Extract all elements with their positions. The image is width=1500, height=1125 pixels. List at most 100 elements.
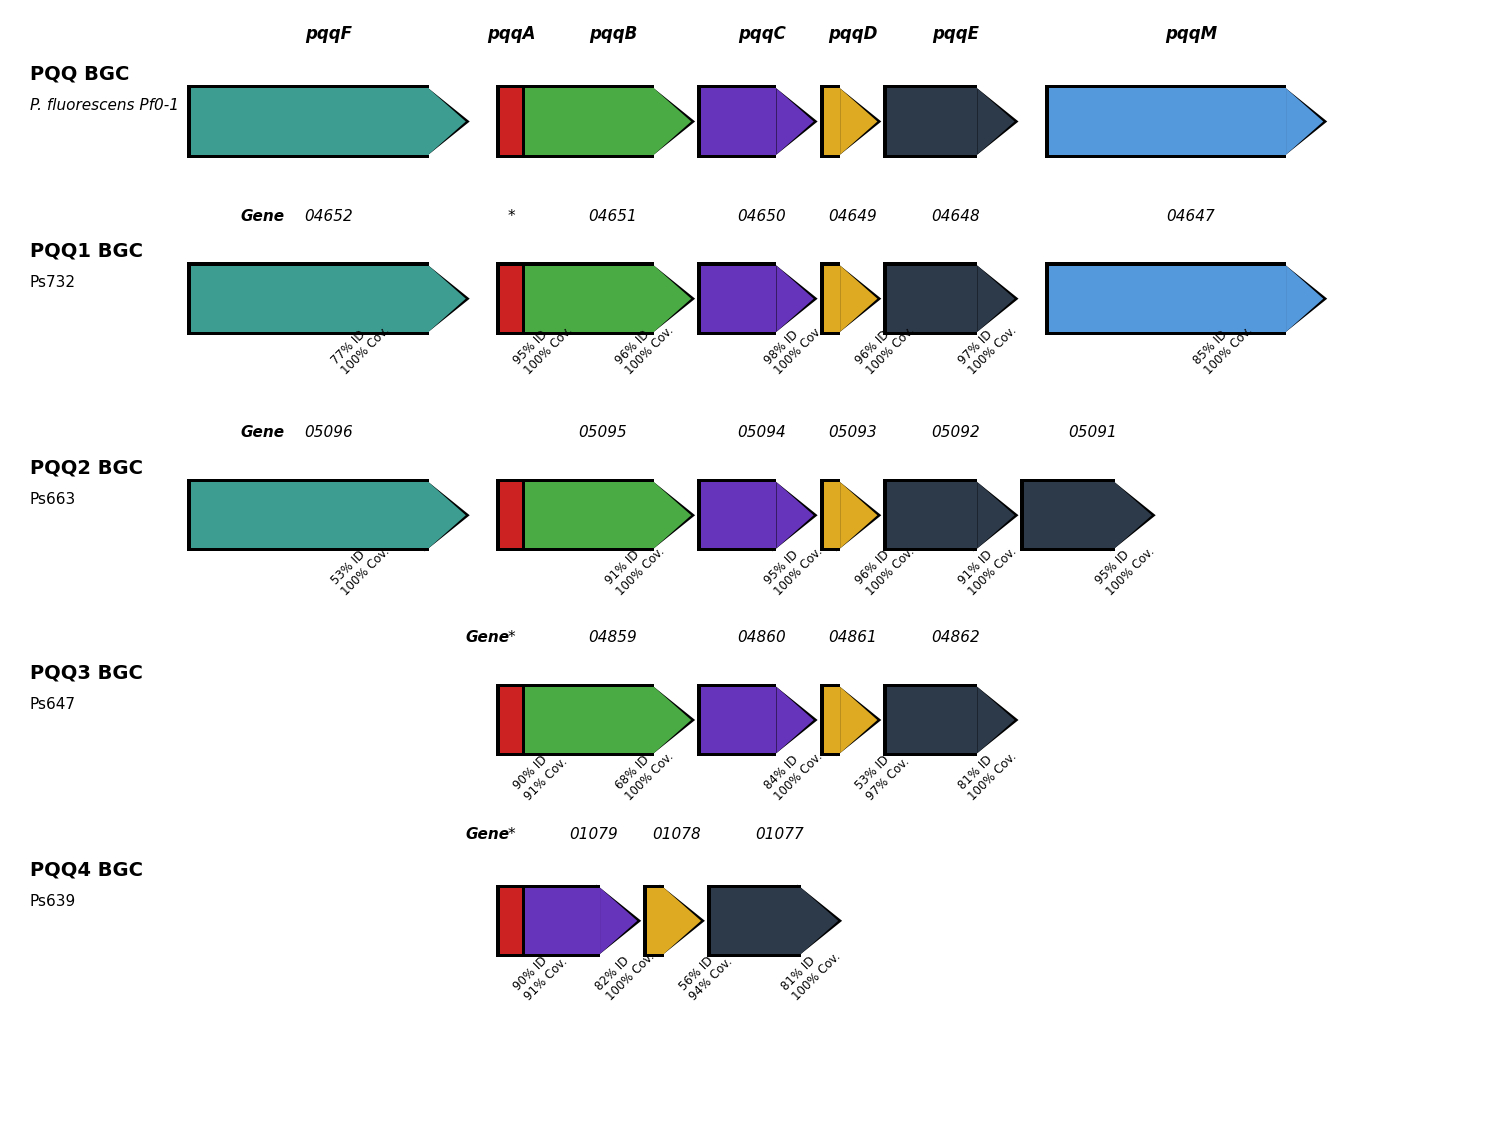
Text: 96% ID
100% Cov.: 96% ID 100% Cov. [853,534,916,598]
Polygon shape [1286,89,1323,154]
Polygon shape [974,684,1018,756]
Polygon shape [650,479,694,551]
Bar [525,687,654,753]
Polygon shape [1282,262,1328,335]
Text: PQQ3 BGC: PQQ3 BGC [30,664,142,682]
Polygon shape [974,262,1018,335]
Polygon shape [424,479,470,551]
Bar [700,687,777,753]
Polygon shape [777,687,813,753]
Bar [192,266,429,332]
Polygon shape [1282,86,1328,158]
Polygon shape [424,262,470,335]
Polygon shape [600,888,638,954]
Text: Gene: Gene [466,827,510,842]
Bar [698,86,777,158]
Text: P. fluorescens Pf0-1: P. fluorescens Pf0-1 [30,98,178,114]
Bar [698,479,777,551]
Text: PQQ1 BGC: PQQ1 BGC [30,242,142,261]
Text: 81% ID
100% Cov.: 81% ID 100% Cov. [956,739,1020,803]
Bar [520,684,654,756]
Text: *: * [507,630,515,645]
Bar [819,86,840,158]
Bar [1048,266,1286,332]
Polygon shape [650,262,694,335]
Bar [884,262,978,335]
Bar [525,888,600,954]
Bar [192,89,429,154]
Polygon shape [978,687,1014,753]
Bar [700,89,777,154]
Polygon shape [650,684,694,756]
Bar [188,479,429,551]
Text: 01078: 01078 [652,827,700,842]
Text: 90% ID
91% Cov.: 90% ID 91% Cov. [512,945,570,1004]
Text: 04859: 04859 [588,630,638,645]
Text: 05092: 05092 [932,425,980,440]
Bar [500,266,522,332]
Text: 85% ID
100% Cov.: 85% ID 100% Cov. [1191,314,1256,378]
Text: Gene: Gene [466,630,510,645]
Bar [884,684,978,756]
Text: pqqF: pqqF [304,25,352,43]
Text: Gene: Gene [240,425,285,440]
Text: 96% ID
100% Cov.: 96% ID 100% Cov. [614,314,676,378]
Bar [886,687,978,753]
Bar [520,884,600,957]
Text: 96% ID
100% Cov.: 96% ID 100% Cov. [853,314,916,378]
Bar [188,262,429,335]
Text: 04652: 04652 [304,209,352,224]
Polygon shape [596,884,640,957]
Text: PQQ2 BGC: PQQ2 BGC [30,459,142,477]
Text: Ps647: Ps647 [30,696,75,712]
Text: 04650: 04650 [738,209,786,224]
Text: 77% ID
100% Cov.: 77% ID 100% Cov. [328,314,393,378]
Text: 81% ID
100% Cov.: 81% ID 100% Cov. [780,939,843,1004]
Text: pqqE: pqqE [933,25,980,43]
Text: Ps732: Ps732 [30,276,75,290]
Text: PQQ BGC: PQQ BGC [30,65,129,83]
Text: 04648: 04648 [932,209,980,224]
Bar [700,266,777,332]
Polygon shape [840,266,878,332]
Text: 53% ID
97% Cov.: 53% ID 97% Cov. [853,744,912,803]
Bar [500,687,522,753]
Text: 84% ID
100% Cov.: 84% ID 100% Cov. [762,739,825,803]
Polygon shape [777,89,813,154]
Polygon shape [772,262,818,335]
Bar [824,687,840,753]
Bar [1046,86,1286,158]
Bar [496,884,525,957]
Text: 04861: 04861 [828,630,878,645]
Text: 04647: 04647 [1167,209,1215,224]
Text: 90% ID
91% Cov.: 90% ID 91% Cov. [512,744,570,803]
Bar [525,89,654,154]
Text: Ps663: Ps663 [30,492,76,507]
Bar [188,86,429,158]
Polygon shape [777,483,813,548]
Bar [819,479,840,551]
Polygon shape [1110,479,1155,551]
Bar [1020,479,1114,551]
Text: 97% ID
100% Cov.: 97% ID 100% Cov. [956,314,1020,378]
Text: 01077: 01077 [754,827,804,842]
Text: 05091: 05091 [1068,425,1118,440]
Bar [500,888,522,954]
Text: *: * [507,827,515,842]
Text: 04862: 04862 [932,630,980,645]
Polygon shape [424,86,470,158]
Polygon shape [978,266,1014,332]
Bar [496,262,525,335]
Bar [824,266,840,332]
Polygon shape [664,888,700,954]
Text: *: * [507,209,515,224]
Bar [706,884,801,957]
Polygon shape [654,266,692,332]
Text: 68% ID
100% Cov.: 68% ID 100% Cov. [614,739,676,803]
Polygon shape [974,479,1018,551]
Bar [700,483,777,548]
Bar [886,483,978,548]
Text: 01079: 01079 [568,827,618,842]
Bar [644,884,664,957]
Polygon shape [777,266,813,332]
